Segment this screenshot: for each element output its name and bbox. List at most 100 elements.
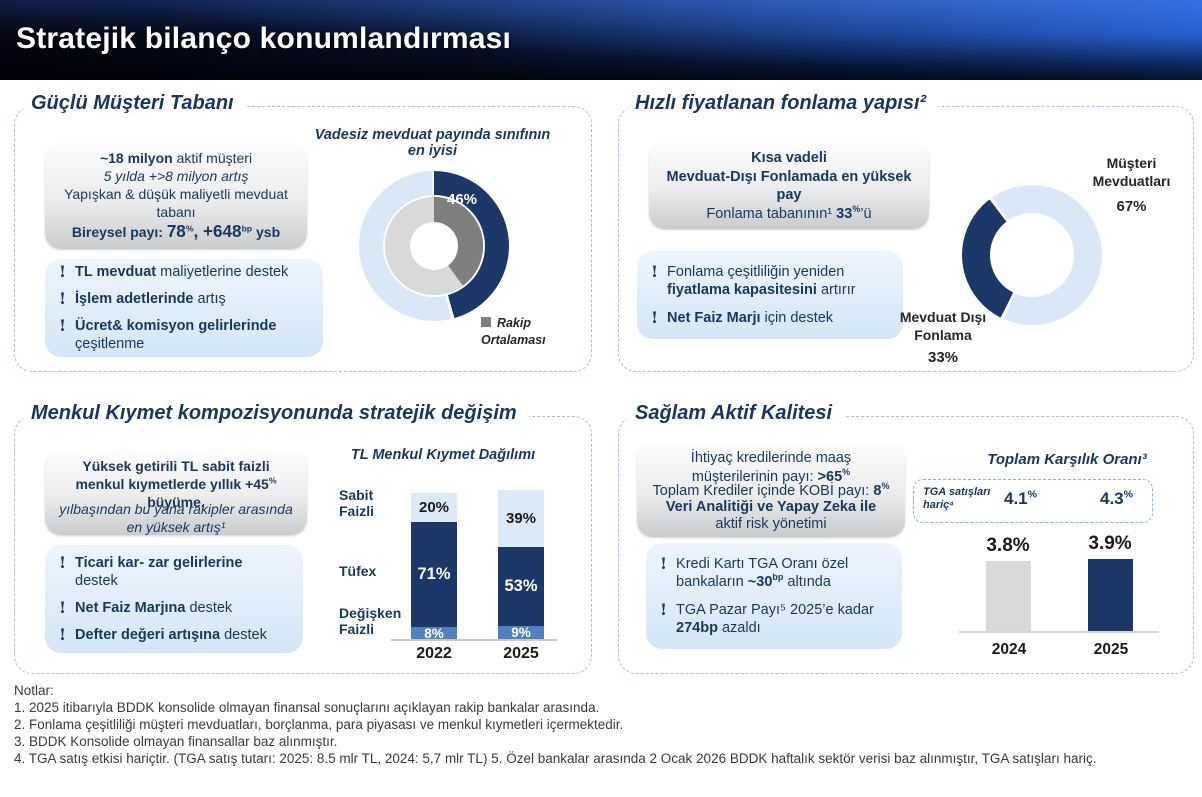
bar-segment-değişken-faizli: 9% [498, 625, 544, 640]
bullet-text: Net Faiz Marjı için destek [667, 309, 833, 327]
asset-quality-bullets-box: ! Kredi Kartı TGA Oranı özel bankaların ~… [646, 543, 902, 649]
text-segment: Veri Analitiği ve Yapay Zeka ile [665, 499, 877, 516]
text-segment: Yapışkan & düşük maliyetli mevduat taban… [64, 186, 288, 221]
text-segment: ~30 [747, 574, 773, 591]
securities-bullets-box: ! Ticari kar- zar gelirlerine destek! Net … [45, 545, 303, 653]
footnotes: Notlar: 1. 2025 itibarıyla BDDK konsolid… [14, 682, 1096, 767]
text-segment: Mevduat-Dışı Fonlamada en yüksek pay [666, 168, 912, 204]
text-segment: % [185, 223, 194, 234]
nondeposit-value: 33% [927, 349, 959, 366]
footnotes-heading: Notlar: [14, 683, 54, 698]
text-segment: destek [220, 627, 267, 644]
text-segment: Kredi Kartı TGA Oranı özel bankaların [676, 556, 849, 591]
bullet-item: ! Kredi Kartı TGA Oranı özel bankaların ~… [660, 555, 888, 591]
text-line: Kısa vadeli [661, 149, 917, 168]
text-line: Mevduat-Dışı Fonlamada en yüksek pay [661, 168, 917, 205]
coverage-year-2025: 2025 [1093, 641, 1129, 658]
text-segment: >65 [817, 468, 843, 485]
funding-highlight-box: Kısa vadeli Mevduat-Dışı Fonlamada en yük… [649, 143, 929, 229]
bullet-text: TL mevduat maliyetlerine destek [75, 263, 288, 281]
exclamation-bullet-icon: ! [59, 316, 67, 335]
text-segment: Yüksek getirili TL sabit faizli menkul k… [75, 458, 270, 493]
coverage-chart-title: Toplam Karşılık Oranı³ [987, 451, 1147, 468]
slide-title: Stratejik bilanço konumlandırması [16, 22, 512, 55]
coverage-axis-line [959, 631, 1159, 633]
text-segment: altında [783, 574, 831, 591]
text-segment: aktif risk yönetimi [715, 515, 827, 532]
text-segment: destek [185, 600, 233, 616]
exclamation-bullet-icon: ! [651, 307, 659, 327]
asset-quality-highlight-box: İhtiyaç kredilerinde maaş müşterilerinin… [637, 443, 905, 537]
panel-funding-structure: Hızlı fiyatlanan fonlama yapısı² Kısa va… [618, 92, 1194, 372]
text-segment: bp [241, 223, 253, 234]
exclamation-bullet-icon: ! [59, 261, 67, 281]
deposits-value: 67% [1116, 198, 1147, 215]
securities-highlight-box: Yüksek getirili TL sabit faizli menkul k… [45, 451, 307, 535]
funding-donut-hole [990, 213, 1074, 297]
text-segment: yılbaşından bu yana rakipler arasında en… [59, 501, 293, 536]
text-segment: Kısa vadeli [751, 150, 827, 166]
text-line: Toplam Krediler içinde KOBİ payı: 8% [649, 481, 893, 499]
text-segment: büyüme, [147, 494, 205, 511]
bar-segment-sabit-faizli: 20% [411, 492, 457, 523]
exclamation-bullet-icon: ! [651, 262, 659, 282]
coverage-bar-2025 [1088, 559, 1133, 631]
bullet-text: Kredi Kartı TGA Oranı özel bankaların ~3… [676, 555, 888, 591]
legend-swatch-gray [481, 317, 491, 327]
funding-label-deposits: Müşteri Mevduatları 67% [1074, 155, 1189, 217]
vadesiz-legend: Rakip Ortalaması [481, 315, 563, 349]
bar-segment-değişken-faizli: 8% [411, 626, 457, 641]
text-segment: için destek [760, 309, 834, 326]
exclamation-bullet-icon: ! [59, 598, 67, 617]
coverage-annotation-label: TGA satışları hariç⁴ [923, 486, 991, 512]
text-segment: TL mevduat [75, 263, 157, 280]
text-line: Fonlama tabanının¹ 33%’ü [661, 204, 917, 224]
securities-chart-title: TL Menkul Kıymet Dağılımı [350, 447, 536, 463]
text-segment: azaldı [717, 619, 761, 636]
text-segment: 33 [836, 205, 853, 222]
securities-year-2025: 2025 [503, 645, 539, 662]
coverage-bar-2024 [986, 561, 1031, 631]
bullet-text: Fonlama çeşitliliğin yeniden fiyatlama k… [667, 263, 889, 299]
deposits-label: Müşteri Mevduatları [1092, 155, 1171, 189]
text-line: ~18 milyon aktif müşteri [57, 149, 295, 167]
bullet-item: ! Ücret& komisyon gelirlerinde çeşitlenme [59, 317, 309, 353]
customer-base-highlight-box: ~18 milyon aktif müşteri 5 yılda +>8 mily… [45, 143, 307, 249]
bar-segment-sabit-faizli: 39% [498, 489, 544, 548]
securities-axis-line [391, 639, 557, 641]
text-segment: 8 [873, 482, 882, 499]
bullet-text: TGA Pazar Payı⁵ 2025’e kadar 274bp azald… [676, 601, 888, 637]
text-segment: fiyatlama kapasitesini [667, 282, 817, 299]
customer-base-bullets-box: ! TL mevduat maliyetlerine destek! İşlem a… [45, 259, 323, 357]
exclamation-bullet-icon: ! [660, 554, 668, 574]
panel-funding-title: Hızlı fiyatlanan fonlama yapısı² [627, 92, 939, 115]
panel-customer-base: Güçlü Müşteri Tabanı ~18 milyon aktif mü… [14, 92, 592, 372]
footnote-3: 3. BDDK Konsolide olmayan finansallar ba… [14, 734, 338, 749]
bar-segment-tüfex: 71% [411, 522, 457, 628]
percent-superscript: % [1027, 488, 1038, 501]
coverage-annotation-value-2025: 4.3% [1100, 488, 1134, 508]
exclamation-bullet-icon: ! [59, 288, 67, 308]
footnote-1: 1. 2025 itibarıyla BDDK konsolide olmaya… [14, 700, 600, 715]
text-segment: Defter değeri artışına [75, 627, 221, 644]
text-line: Yüksek getirili TL sabit faizli menkul k… [57, 457, 295, 510]
exclamation-bullet-icon: ! [660, 599, 668, 619]
bullet-item: ! Defter değeri artışına destek [59, 626, 289, 644]
bullet-item: ! Fonlama çeşitliliğin yeniden fiyatlama … [651, 263, 889, 299]
text-segment: , +648 [193, 222, 242, 242]
text-segment: çeşitlenme [75, 336, 145, 353]
vadesiz-donut-value-label: 46% [447, 191, 478, 208]
text-segment: artırır [816, 282, 856, 299]
bullet-item: ! TL mevduat maliyetlerine destek [59, 261, 309, 281]
percent-superscript: % [1123, 488, 1134, 501]
bullet-text: Defter değeri artışına destek [75, 626, 267, 644]
text-segment: % [268, 475, 277, 486]
bullet-item: ! TGA Pazar Payı⁵ 2025’e kadar 274bp azal… [660, 599, 888, 637]
exclamation-bullet-icon: ! [59, 625, 67, 645]
text-segment: İhtiyaç kredilerinde maaş müşterilerinin… [690, 450, 852, 485]
nondeposit-label: Mevduat Dışı Fonlama [899, 309, 987, 343]
text-line: Bireysel payı: 78%, +648bp ysb [57, 221, 295, 243]
panel-asset-quality-title: Sağlam Aktif Kalitesi [627, 402, 845, 425]
bar-segment-tüfex: 53% [498, 547, 544, 626]
row-label-floating-rate: Değişken Faizli [339, 605, 402, 638]
